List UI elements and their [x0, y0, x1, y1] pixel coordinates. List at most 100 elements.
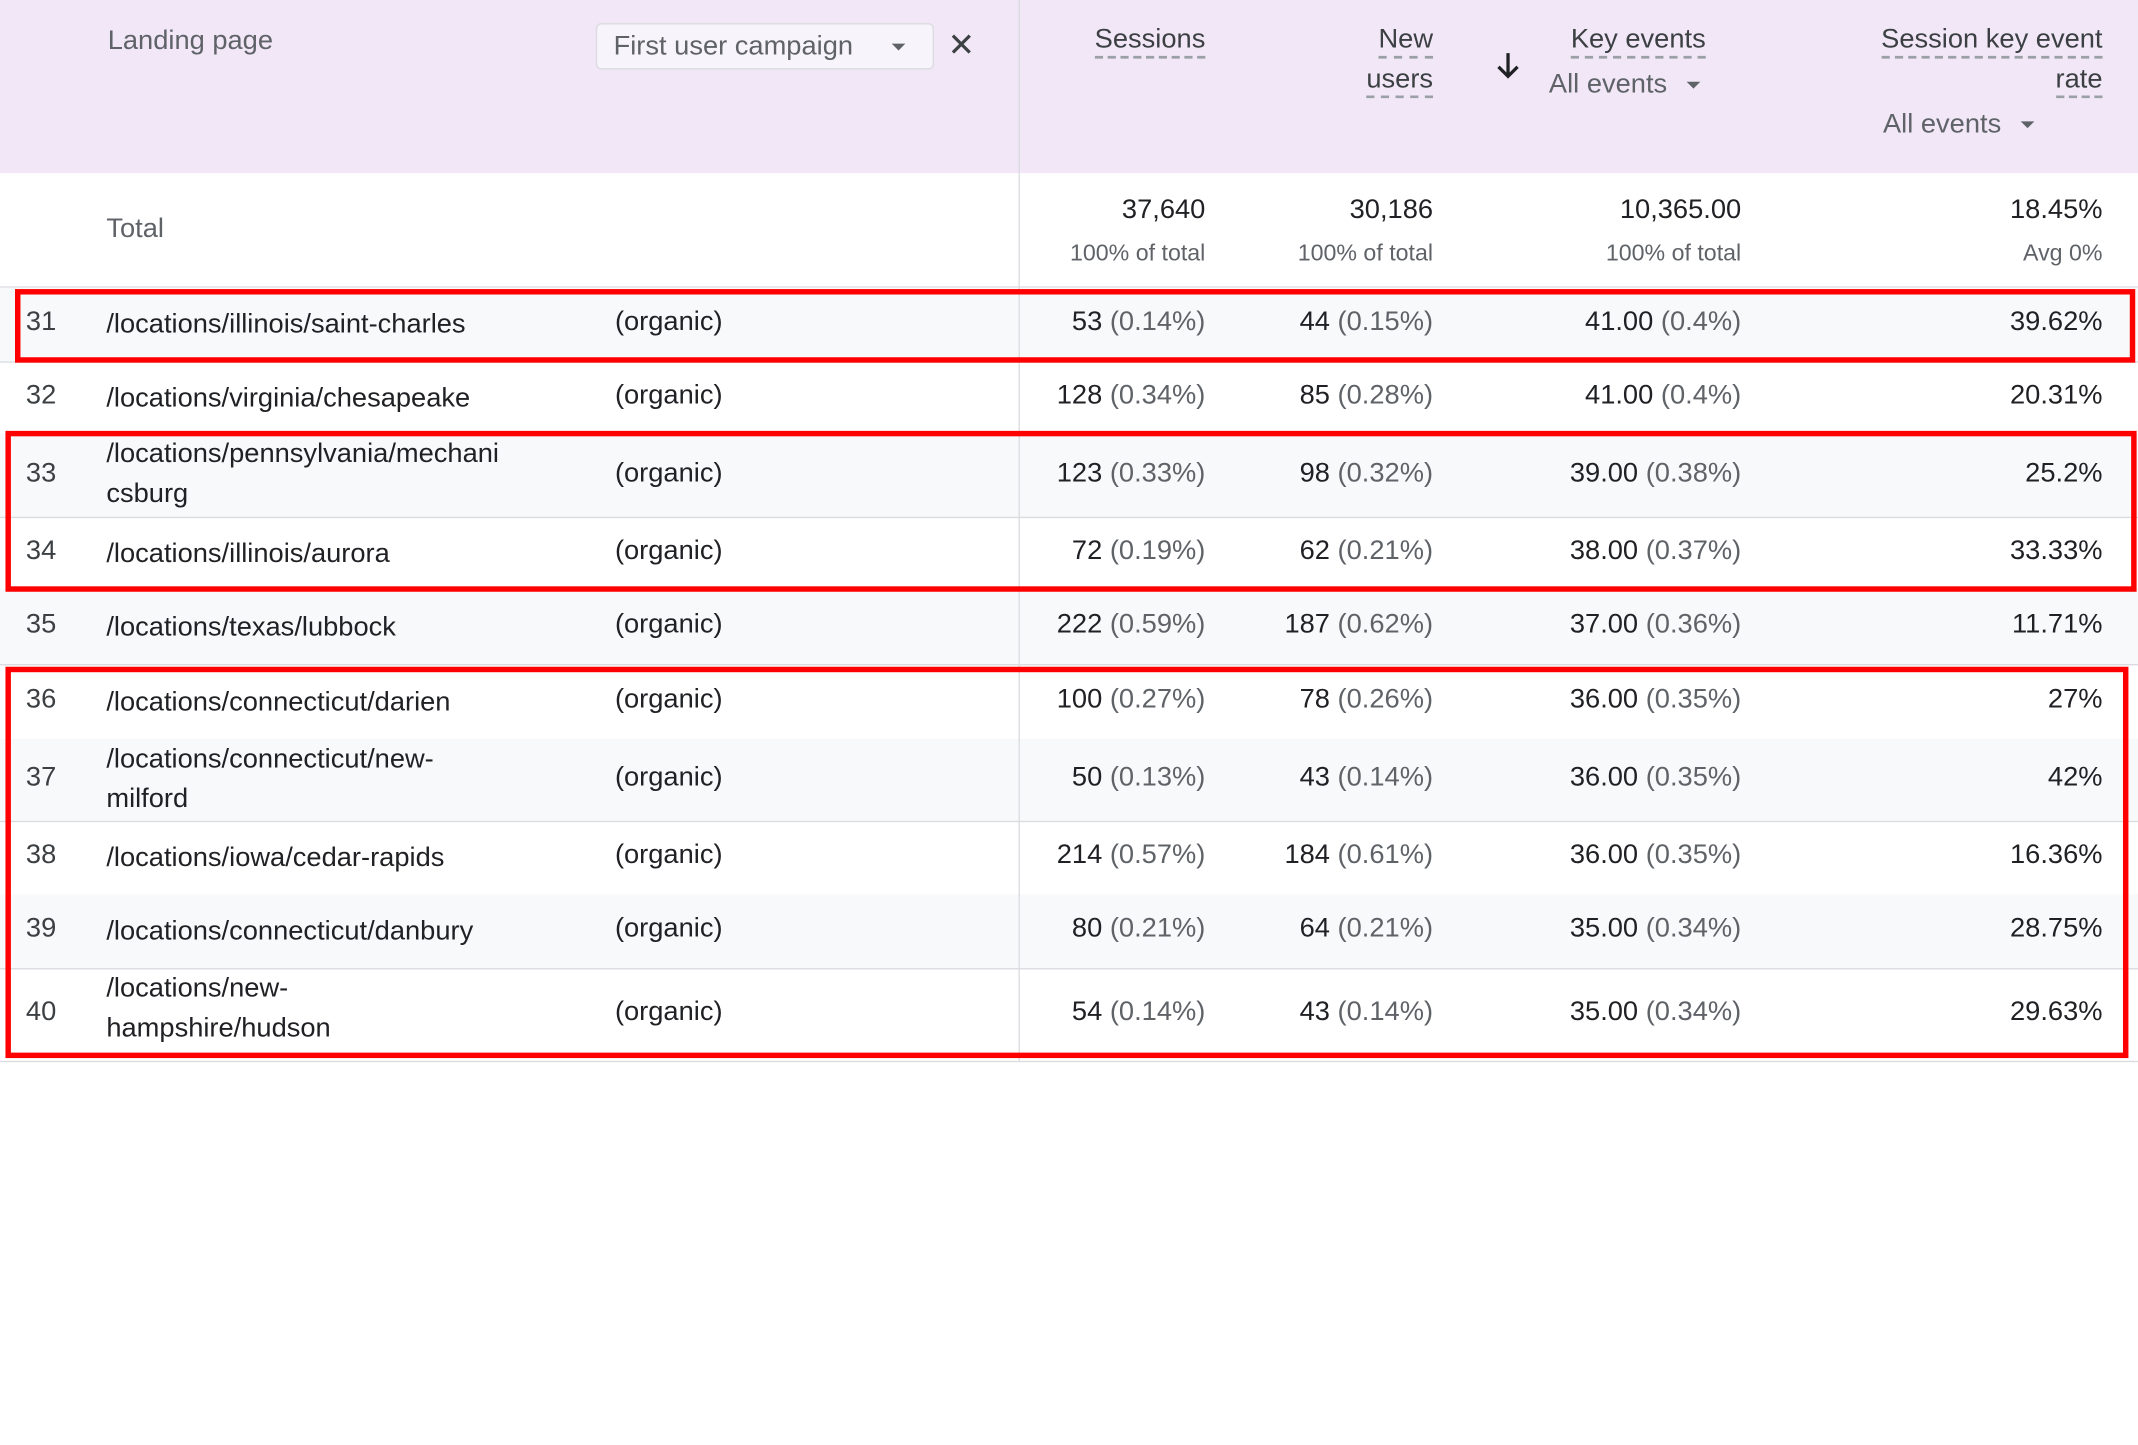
sessions-header[interactable]: Sessions — [1036, 20, 1206, 60]
campaign-cell: (organic) — [614, 683, 723, 714]
new-users-header-line1: New — [1378, 24, 1434, 59]
landing-page-link[interactable]: /locations/illinois/aurora — [106, 534, 389, 574]
landing-page-link[interactable]: /locations/iowa/cedar-rapids — [106, 839, 444, 879]
row-index: 36 — [25, 683, 57, 714]
sessions-cell: 50 (0.13%) — [1001, 762, 1205, 793]
key-events-cell-value: 35.00 — [1569, 996, 1639, 1027]
new-users-cell-value: 44 — [1299, 306, 1330, 337]
key-events-cell-percent: (0.4%) — [1660, 379, 1742, 410]
sessions-cell: 222 (0.59%) — [1001, 609, 1206, 640]
key-events-cell-percent: (0.35%) — [1645, 762, 1742, 793]
key-events-cell: 41.00 (0.4%) — [1468, 380, 1741, 411]
table-row[interactable] — [0, 433, 2138, 519]
rate-cell-value: 28.75% — [2010, 913, 2103, 944]
total-key-events-sub: 100% of total — [1605, 239, 1742, 266]
sessions-cell-percent: (0.14%) — [1109, 996, 1206, 1027]
landing-page-line: /locations/pennsylvania/mechani — [106, 439, 499, 470]
landing-page-line: /locations/connecticut/darien — [106, 686, 451, 717]
landing-page-link[interactable]: /locations/illinois/saint-charles — [106, 305, 465, 345]
row-index: 40 — [25, 996, 57, 1027]
key-events-header-label: Key events — [1570, 24, 1706, 59]
sessions-cell-value: 222 — [1056, 608, 1103, 639]
landing-page-line: /locations/texas/lubbock — [106, 611, 396, 642]
rate-cell-value: 42% — [2047, 762, 2103, 793]
close-icon[interactable]: ✕ — [947, 27, 976, 65]
landing-page-link[interactable]: /locations/pennsylvania/mechani csburg — [106, 435, 499, 514]
sessions-cell: 80 (0.21%) — [1001, 913, 1206, 945]
landing-page-link[interactable]: /locations/connecticut/danbury — [106, 912, 473, 952]
key-events-cell-value: 39.00 — [1569, 457, 1639, 488]
table-row[interactable] — [0, 894, 2138, 970]
landing-page-line: /locations/illinois/aurora — [106, 537, 390, 568]
landing-page-line: /locations/new- — [106, 973, 289, 1004]
rate-header-line1: Session key event — [1881, 24, 2103, 59]
rate-cell-value: 11.71% — [2012, 608, 2103, 639]
sort-descending-icon[interactable] — [1494, 49, 1521, 82]
sessions-cell-percent: (0.33%) — [1109, 457, 1206, 488]
new-users-cell: 43 (0.14%) — [1229, 997, 1433, 1028]
rate-filter[interactable]: All events — [1883, 109, 2034, 140]
rate-cell: 33.33% — [1898, 535, 2103, 566]
sessions-cell-percent: (0.34%) — [1109, 379, 1206, 410]
rate-cell: 11.71% — [1898, 608, 2103, 640]
new-users-cell-percent: (0.28%) — [1337, 379, 1434, 410]
sessions-cell-value: 50 — [1071, 762, 1103, 793]
key-events-cell: 36.00 (0.35%) — [1468, 684, 1741, 715]
row-index: 38 — [25, 839, 57, 870]
total-sessions-sub: 100% of total — [1070, 239, 1206, 266]
sessions-cell-percent: (0.57%) — [1109, 839, 1206, 870]
sessions-cell-value: 72 — [1071, 535, 1103, 566]
new-users-header[interactable]: New users — [1282, 20, 1434, 99]
key-events-cell-value: 41.00 — [1585, 379, 1654, 410]
rate-filter-label: All events — [1882, 109, 2002, 140]
sessions-cell-percent: (0.21%) — [1109, 913, 1206, 944]
new-users-cell-value: 43 — [1299, 762, 1330, 793]
landing-page-link[interactable]: /locations/connecticut/new-milford — [106, 740, 433, 819]
table-row[interactable] — [0, 739, 2138, 823]
rate-cell-value: 25.2% — [2025, 457, 2103, 488]
new-users-cell: 187 (0.62%) — [1229, 608, 1434, 640]
new-users-cell-value: 62 — [1299, 535, 1330, 566]
sessions-cell-percent: (0.27%) — [1109, 683, 1206, 714]
landing-page-link[interactable]: /locations/connecticut/darien — [106, 682, 450, 722]
new-users-cell-percent: (0.62%) — [1337, 608, 1434, 639]
rate-cell: 27% — [1898, 684, 2103, 715]
sessions-cell-value: 214 — [1056, 839, 1103, 870]
landing-page-line: /locations/virginia/chesapeake — [106, 382, 471, 413]
landing-page-line: /locations/illinois/saint-charles — [106, 309, 466, 340]
key-events-filter[interactable]: All events — [1549, 70, 1700, 101]
landing-page-link[interactable]: /locations/texas/lubbock — [106, 607, 396, 647]
landing-page-line: csburg — [106, 478, 189, 509]
rate-cell-value: 27% — [2047, 683, 2103, 714]
new-users-cell: 44 (0.15%) — [1229, 306, 1434, 338]
key-events-cell-value: 41.00 — [1585, 306, 1654, 337]
new-users-cell-percent: (0.15%) — [1337, 306, 1434, 337]
landing-page-link[interactable]: /locations/new-hampshire/hudson — [106, 969, 330, 1048]
highlight-box — [14, 289, 2136, 363]
key-events-cell-percent: (0.37%) — [1645, 535, 1742, 566]
highlight-box — [5, 430, 2137, 592]
sessions-cell-percent: (0.59%) — [1109, 608, 1206, 639]
key-events-cell: 37.00 (0.36%) — [1468, 609, 1741, 640]
key-events-filter-label: All events — [1548, 69, 1668, 100]
sessions-cell-value: 54 — [1071, 996, 1103, 1027]
session-key-event-rate-header[interactable]: Session key event rate — [1800, 20, 2103, 99]
landing-page-header[interactable]: Landing page — [107, 25, 274, 56]
new-users-cell-value: 78 — [1299, 683, 1330, 714]
table-row[interactable] — [0, 287, 2138, 363]
chevron-down-icon — [2020, 121, 2034, 129]
dimension-chip-label: First user campaign — [613, 31, 854, 62]
key-events-cell-percent: (0.34%) — [1645, 913, 1742, 944]
landing-page-link[interactable]: /locations/virginia/chesapeake — [106, 378, 470, 418]
row-index: 37 — [25, 762, 57, 793]
dimension-chip[interactable]: First user campaign — [595, 23, 934, 70]
highlight-box — [5, 666, 2129, 1059]
key-events-cell: 35.00 (0.34%) — [1468, 997, 1741, 1028]
table-row[interactable] — [0, 589, 2138, 666]
key-events-header[interactable]: Key events — [1500, 20, 1706, 60]
key-events-cell-percent: (0.4%) — [1660, 306, 1742, 337]
campaign-cell: (organic) — [614, 996, 723, 1027]
sessions-cell: 214 (0.57%) — [1001, 840, 1206, 871]
new-users-cell: 85 (0.28%) — [1229, 379, 1434, 411]
key-events-cell-value: 36.00 — [1569, 683, 1639, 714]
